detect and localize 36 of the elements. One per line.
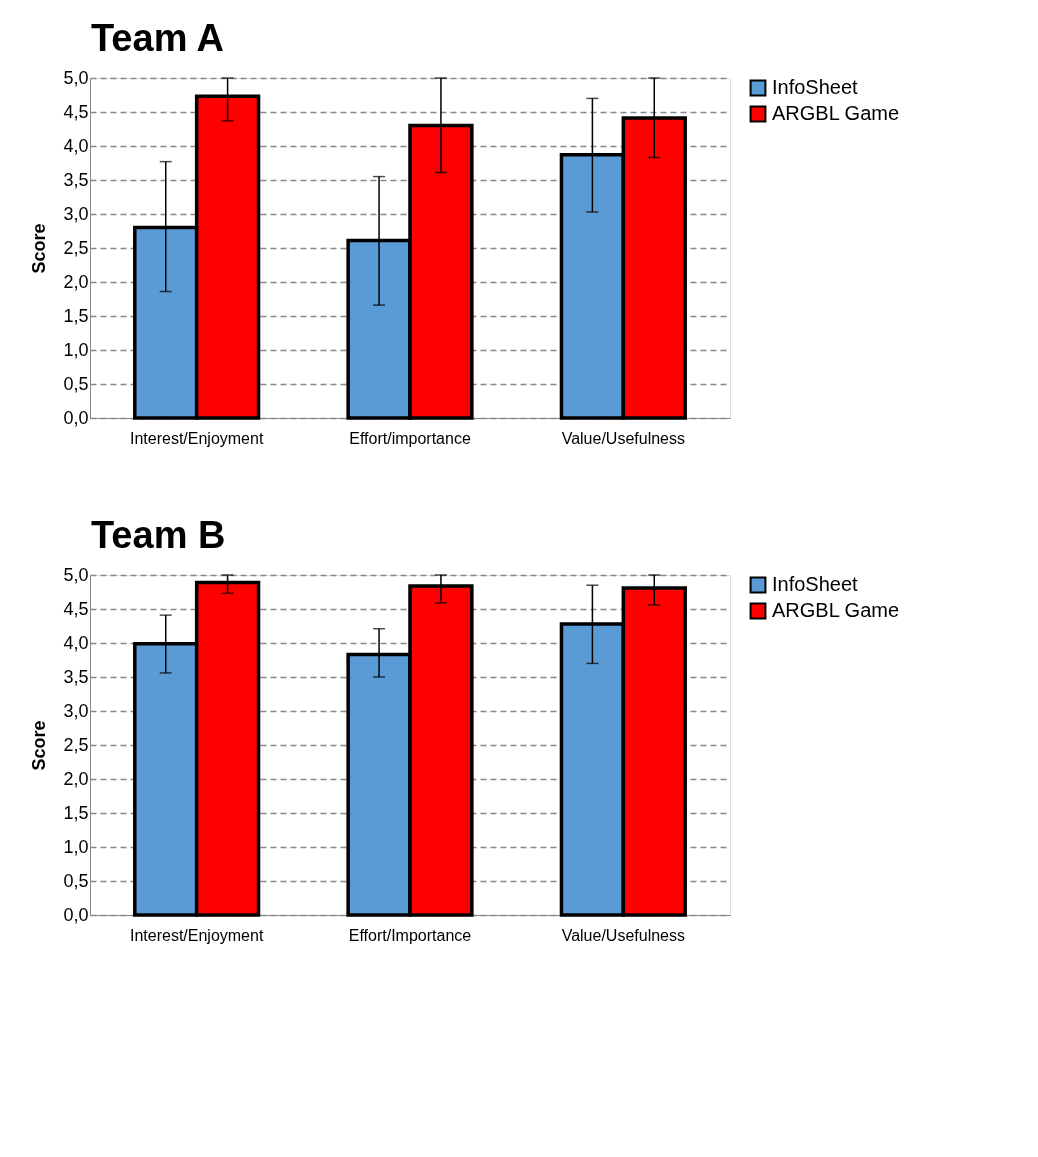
y-tick-label: 3,5 [63,666,89,687]
y-tick-label: 3,0 [63,203,89,224]
y-tick-label: 1,0 [63,836,89,857]
y-tick-label: 4,0 [63,632,89,653]
x-tick-label: Value/Usefulness [561,429,685,447]
y-tick-label: 4,5 [63,101,89,122]
y-tick-label: 1,0 [63,339,89,360]
legend-label: ARGBL Game [772,599,900,621]
chart-title: Team A [90,17,225,59]
y-tick-label: 2,5 [63,237,89,258]
x-tick-label: Interest/Enjoyment [129,926,264,944]
y-tick-label: 2,0 [63,271,89,292]
legend-label: InfoSheet [772,76,859,98]
x-tick-label: Value/Usefulness [561,926,685,944]
x-tick-label: Effort/importance [349,429,471,447]
x-tick-label: Effort/Importance [348,926,472,944]
y-tick-label: 5,0 [63,67,89,88]
y-tick-label: 1,5 [63,305,89,326]
legend-label: ARGBL Game [772,102,900,124]
y-axis-title: Score [29,720,50,771]
y-tick-label: 0,0 [63,407,89,428]
y-axis-title: Score [29,223,50,274]
y-tick-label: 3,5 [63,169,89,190]
y-tick-label: 0,5 [63,373,89,394]
chart-title: Team B [90,514,226,556]
y-tick-label: 2,0 [63,768,89,789]
y-tick-label: 5,0 [63,564,89,585]
x-tick-label: Interest/Enjoyment [129,429,264,447]
y-tick-label: 2,5 [63,734,89,755]
y-tick-label: 0,0 [63,904,89,925]
y-tick-label: 1,5 [63,802,89,823]
y-tick-label: 4,0 [63,135,89,156]
y-tick-label: 3,0 [63,700,89,721]
y-tick-label: 4,5 [63,598,89,619]
legend-label: InfoSheet [772,573,859,595]
y-tick-label: 0,5 [63,870,89,891]
